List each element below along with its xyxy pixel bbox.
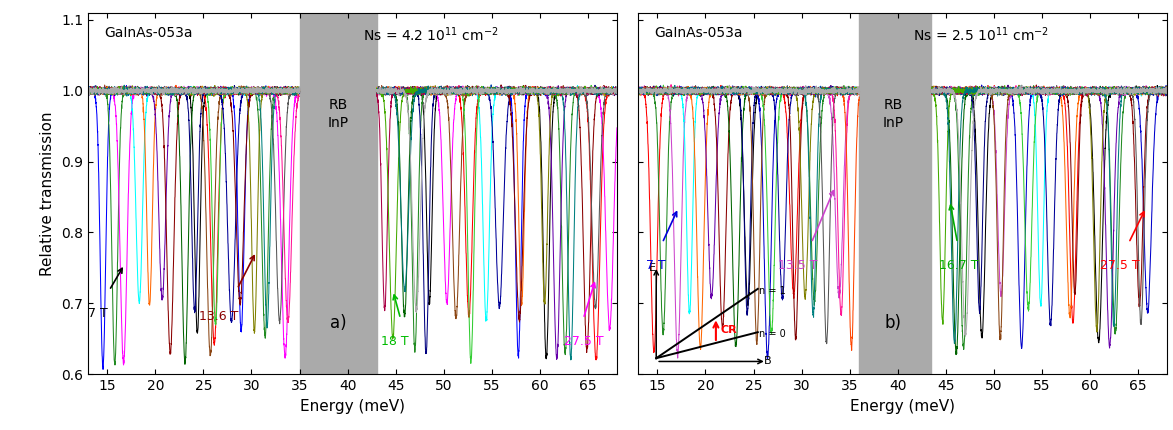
X-axis label: Energy (meV): Energy (meV) <box>850 399 955 414</box>
Text: 13.5 T: 13.5 T <box>778 259 818 272</box>
Text: 27.5 T: 27.5 T <box>564 335 604 348</box>
Text: InP: InP <box>327 116 348 129</box>
Text: 16.7 T: 16.7 T <box>940 259 978 272</box>
Text: InP: InP <box>882 116 903 129</box>
Text: GaInAs-053a: GaInAs-053a <box>655 25 743 40</box>
Text: 7 T: 7 T <box>88 307 108 320</box>
X-axis label: Energy (meV): Energy (meV) <box>300 399 405 414</box>
Text: a): a) <box>330 314 346 332</box>
Y-axis label: Relative transmission: Relative transmission <box>40 111 55 276</box>
Bar <box>299 13 377 374</box>
Text: Ns = 2.5 10$^{11}$ cm$^{-2}$: Ns = 2.5 10$^{11}$ cm$^{-2}$ <box>914 25 1050 44</box>
Text: 27.5 T: 27.5 T <box>1100 259 1139 272</box>
Text: 18 T: 18 T <box>381 335 409 348</box>
Text: GaInAs-053a: GaInAs-053a <box>104 25 192 40</box>
Text: RB: RB <box>883 98 903 112</box>
Text: b): b) <box>884 314 902 332</box>
Text: RB: RB <box>328 98 347 112</box>
Text: 7 T: 7 T <box>646 259 665 272</box>
Bar <box>860 13 931 374</box>
Text: Ns = 4.2 10$^{11}$ cm$^{-2}$: Ns = 4.2 10$^{11}$ cm$^{-2}$ <box>364 25 499 44</box>
Text: 13.6 T: 13.6 T <box>198 310 238 323</box>
